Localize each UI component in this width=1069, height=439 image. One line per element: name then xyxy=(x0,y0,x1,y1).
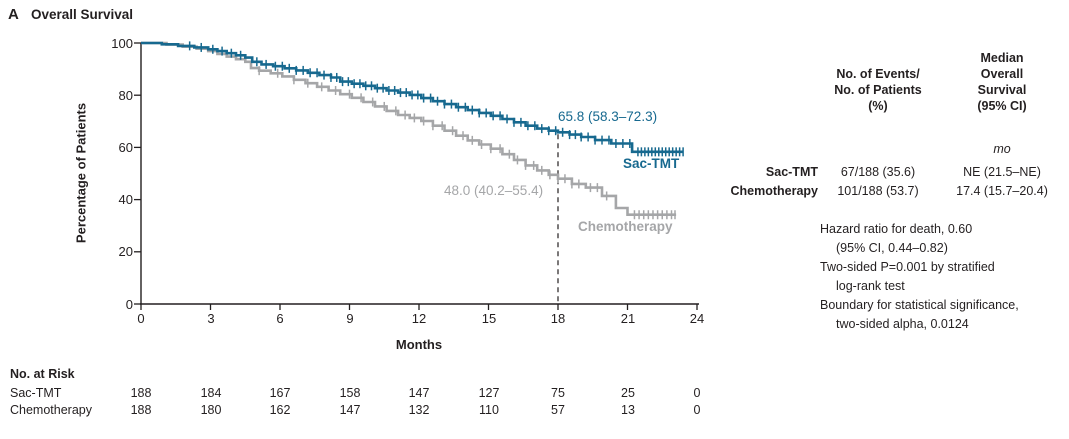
risk-value: 13 xyxy=(621,403,635,417)
chemotherapy-curve-label: Chemotherapy xyxy=(578,219,673,234)
x-tick-label: 6 xyxy=(276,311,284,326)
summary-row-events: 67/188 (35.6) xyxy=(840,165,916,179)
summary-header-events: No. of Events/ No. of Patients (%) xyxy=(834,67,922,113)
risk-value: 162 xyxy=(269,403,291,417)
x-tick-label: 12 xyxy=(411,311,427,326)
risk-value: 57 xyxy=(551,403,565,417)
risk-value: 188 xyxy=(130,386,152,400)
y-tick-label: 0 xyxy=(125,297,133,312)
y-tick-label: 100 xyxy=(111,36,133,51)
summary-row-label: Chemotherapy xyxy=(730,184,818,198)
summary-row-median: NE (21.5–NE) xyxy=(963,165,1041,179)
x-tick-label: 24 xyxy=(689,311,705,326)
stats-line: Two-sided P=0.001 by stratified xyxy=(820,260,995,274)
x-tick-label: 18 xyxy=(550,311,566,326)
x-tick-label: 21 xyxy=(620,311,636,326)
risk-value: 0 xyxy=(693,403,701,417)
summary-row-label: Sac-TMT xyxy=(765,165,818,179)
summary-row-events: 101/188 (53.7) xyxy=(837,184,919,198)
x-tick-label: 3 xyxy=(207,311,215,326)
risk-value: 127 xyxy=(478,386,500,400)
x-tick-label: 15 xyxy=(481,311,497,326)
summary-row-median: 17.4 (15.7–20.4) xyxy=(956,184,1048,198)
y-tick-label: 40 xyxy=(118,192,133,207)
stats-line: Hazard ratio for death, 0.60 xyxy=(820,222,973,236)
summary-row-sac-tmt: Sac-TMT 67/188 (35.6) NE (21.5–NE) xyxy=(700,165,1066,179)
stats-line: two-sided alpha, 0.0124 xyxy=(836,317,969,331)
km-curve-chemotherapy xyxy=(141,41,677,216)
risk-value: 188 xyxy=(130,403,152,417)
risk-value: 25 xyxy=(621,386,635,400)
chemotherapy-survival-annotation: 48.0 (40.2–55.4) xyxy=(444,183,544,198)
figure-title: Overall Survival xyxy=(31,7,134,22)
risk-value: 184 xyxy=(200,386,222,400)
summary-header-median: Median Overall Survival (95% CI) xyxy=(977,51,1027,113)
stats-line: (95% CI, 0.44–0.82) xyxy=(836,241,948,255)
risk-value: 167 xyxy=(269,386,291,400)
risk-row-label-sac-tmt: Sac-TMT xyxy=(10,386,62,400)
sac-tmt-curve-label: Sac-TMT xyxy=(623,156,680,171)
x-tick-label: 0 xyxy=(137,311,145,326)
risk-value: 0 xyxy=(693,386,701,400)
y-tick-label: 80 xyxy=(118,88,133,103)
risk-value: 110 xyxy=(479,403,499,417)
summary-unit: mo xyxy=(993,142,1011,156)
risk-value: 75 xyxy=(551,386,565,400)
sac-tmt-survival-annotation: 65.8 (58.3–72.3) xyxy=(558,109,658,124)
risk-value: 147 xyxy=(339,403,361,417)
risk-value: 180 xyxy=(200,403,222,417)
x-tick-label: 9 xyxy=(346,311,354,326)
risk-table-title: No. at Risk xyxy=(10,367,75,381)
y-tick-label: 20 xyxy=(118,244,133,259)
risk-value: 158 xyxy=(339,386,361,400)
stats-line: Boundary for statistical significance, xyxy=(820,298,1019,312)
risk-value: 147 xyxy=(408,386,430,400)
risk-row-label-chemotherapy: Chemotherapy xyxy=(10,403,92,417)
summary-row-chemotherapy: Chemotherapy 101/188 (53.7) 17.4 (15.7–2… xyxy=(700,184,1066,198)
y-tick-label: 60 xyxy=(118,140,133,155)
panel-label: A xyxy=(8,6,19,23)
stats-line: log-rank test xyxy=(836,279,905,293)
summary-table-header: No. of Events/ No. of Patients (%) Media… xyxy=(818,50,1066,114)
x-axis-label: Months xyxy=(395,337,443,352)
statistics-note: Hazard ratio for death, 0.60 (95% CI, 0.… xyxy=(820,220,1069,334)
y-axis-label: Percentage of Patients xyxy=(73,102,89,244)
risk-value: 132 xyxy=(408,403,430,417)
